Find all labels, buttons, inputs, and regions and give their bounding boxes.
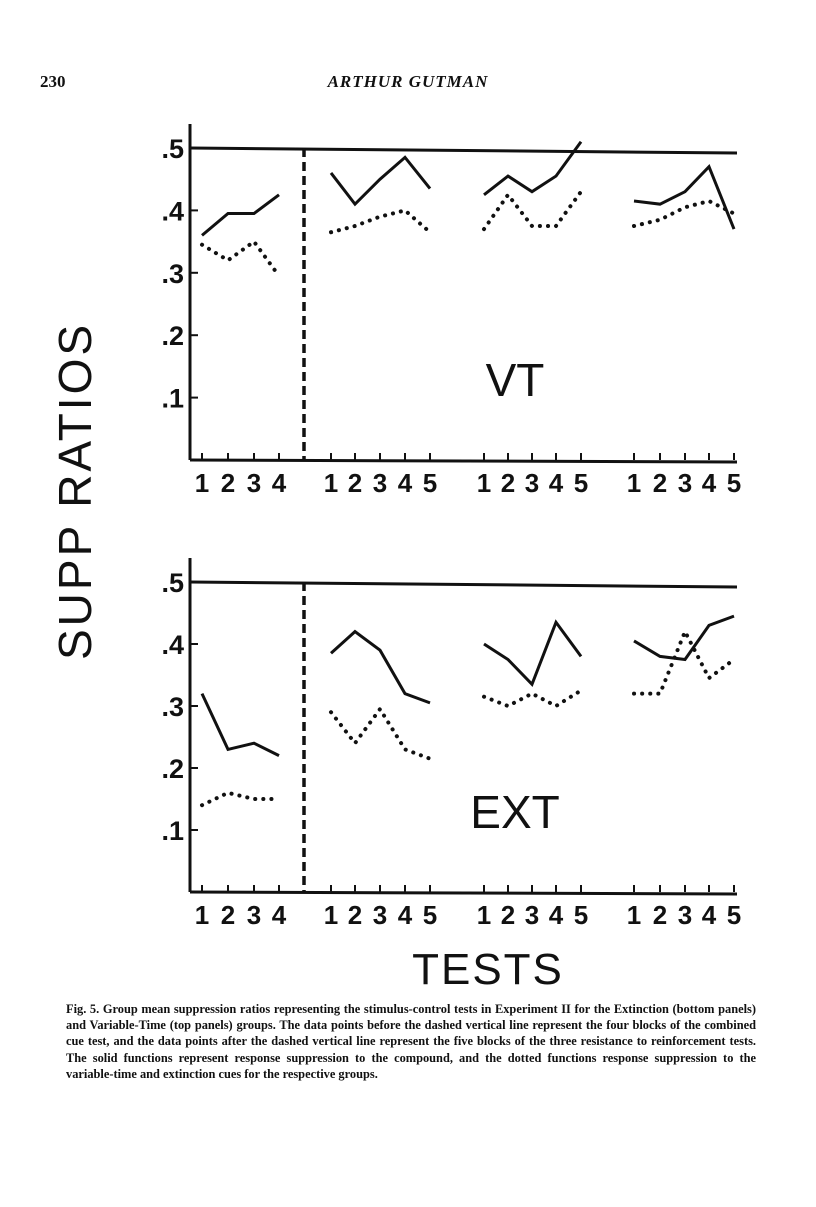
ext-solid-line-4 <box>633 614 735 662</box>
page-number: 230 <box>40 72 66 91</box>
ext-x-tick-label: 2 <box>348 900 362 930</box>
ext-x-tick-label: 5 <box>574 900 588 930</box>
vt-x-tick-label: 5 <box>574 468 588 498</box>
vt-x-tick-label: 4 <box>398 468 413 498</box>
ext-x-tick-label: 4 <box>272 900 287 930</box>
ext-solid-line-1 <box>200 692 280 757</box>
vt-x-axis <box>189 458 738 464</box>
ext-x-tick-label: 1 <box>477 900 491 930</box>
ext-dotted-line-3 <box>482 688 583 709</box>
vt-x-tick-label: 1 <box>324 468 338 498</box>
vt-dotted-line-3 <box>482 189 583 232</box>
ext-y-tick-label: .1 <box>161 816 184 846</box>
ext-x-tick-label: 4 <box>398 900 413 930</box>
ext-x-tick-label: 2 <box>653 900 667 930</box>
vt-x-tick-label: 1 <box>195 468 209 498</box>
ext-y-tick-label: .3 <box>161 692 184 722</box>
x-axis-label: TESTS <box>412 945 564 994</box>
vt-x-tick-label: 4 <box>549 468 564 498</box>
vt-solid-line-3 <box>483 140 583 196</box>
page-header: 230 ARTHUR GUTMAN <box>0 72 816 96</box>
ext-x-tick-label: 4 <box>702 900 717 930</box>
vt-dotted-line-2 <box>329 208 432 235</box>
vt-x-tick-label: 5 <box>727 468 741 498</box>
ext-dotted-line-1 <box>200 790 281 808</box>
ext-dotted-line-4 <box>632 626 736 696</box>
ext-y-tick-label: .2 <box>161 754 184 784</box>
ext-y-tick-label: .4 <box>161 630 184 660</box>
vt-solid-line-4 <box>633 164 736 230</box>
vt-x-tick-label: 4 <box>702 468 717 498</box>
vt-y-tick-label: .3 <box>161 259 184 289</box>
vt-x-tick-label: 2 <box>221 468 235 498</box>
vt-x-tick-label: 2 <box>348 468 362 498</box>
ext-y-tick-label: .5 <box>161 568 184 598</box>
vt-solid-line-1 <box>201 193 280 237</box>
vt-reference-line <box>189 146 738 155</box>
figure-caption: Fig. 5. Group mean suppression ratios re… <box>66 1002 756 1081</box>
ext-x-tick-label: 2 <box>501 900 515 930</box>
vt-panel-label: VT <box>486 354 545 406</box>
ext-reference-line <box>189 580 738 589</box>
vt-x-tick-label: 2 <box>501 468 515 498</box>
ext-x-tick-label: 5 <box>423 900 437 930</box>
ext-x-tick-label: 5 <box>727 900 741 930</box>
ext-x-tick-label: 2 <box>221 900 235 930</box>
vt-y-tick-label: .2 <box>161 321 184 351</box>
ext-x-tick-label: 4 <box>549 900 564 930</box>
vt-y-tick-label: .1 <box>161 384 184 414</box>
vt-x-tick-label: 2 <box>653 468 667 498</box>
vt-solid-line-2 <box>329 155 432 207</box>
ext-x-tick-label: 3 <box>247 900 261 930</box>
ext-solid-line-2 <box>329 629 431 705</box>
running-head: ARTHUR GUTMAN <box>327 72 489 91</box>
ext-dotted-line-2 <box>329 705 432 761</box>
ext-x-axis <box>189 890 738 896</box>
vt-dotted-line-1 <box>200 238 281 278</box>
ext-x-tick-label: 3 <box>525 900 539 930</box>
ext-x-tick-label: 1 <box>324 900 338 930</box>
vt-x-tick-label: 1 <box>477 468 491 498</box>
vt-y-tick-label: .5 <box>161 134 184 164</box>
ext-x-tick-label: 3 <box>373 900 387 930</box>
vt-x-tick-label: 3 <box>678 468 692 498</box>
vt-x-tick-label: 1 <box>627 468 641 498</box>
vt-dotted-line-4 <box>632 198 736 228</box>
ext-x-tick-label: 1 <box>627 900 641 930</box>
ext-x-tick-label: 3 <box>678 900 692 930</box>
vt-y-tick-label: .4 <box>161 196 184 226</box>
vt-x-tick-label: 3 <box>247 468 261 498</box>
vt-x-tick-label: 4 <box>272 468 287 498</box>
ext-solid-line-3 <box>483 619 583 688</box>
vt-x-tick-label: 5 <box>423 468 437 498</box>
ext-panel-label: EXT <box>470 786 559 838</box>
ext-x-tick-label: 1 <box>195 900 209 930</box>
vt-x-tick-label: 3 <box>373 468 387 498</box>
vt-x-tick-label: 3 <box>525 468 539 498</box>
